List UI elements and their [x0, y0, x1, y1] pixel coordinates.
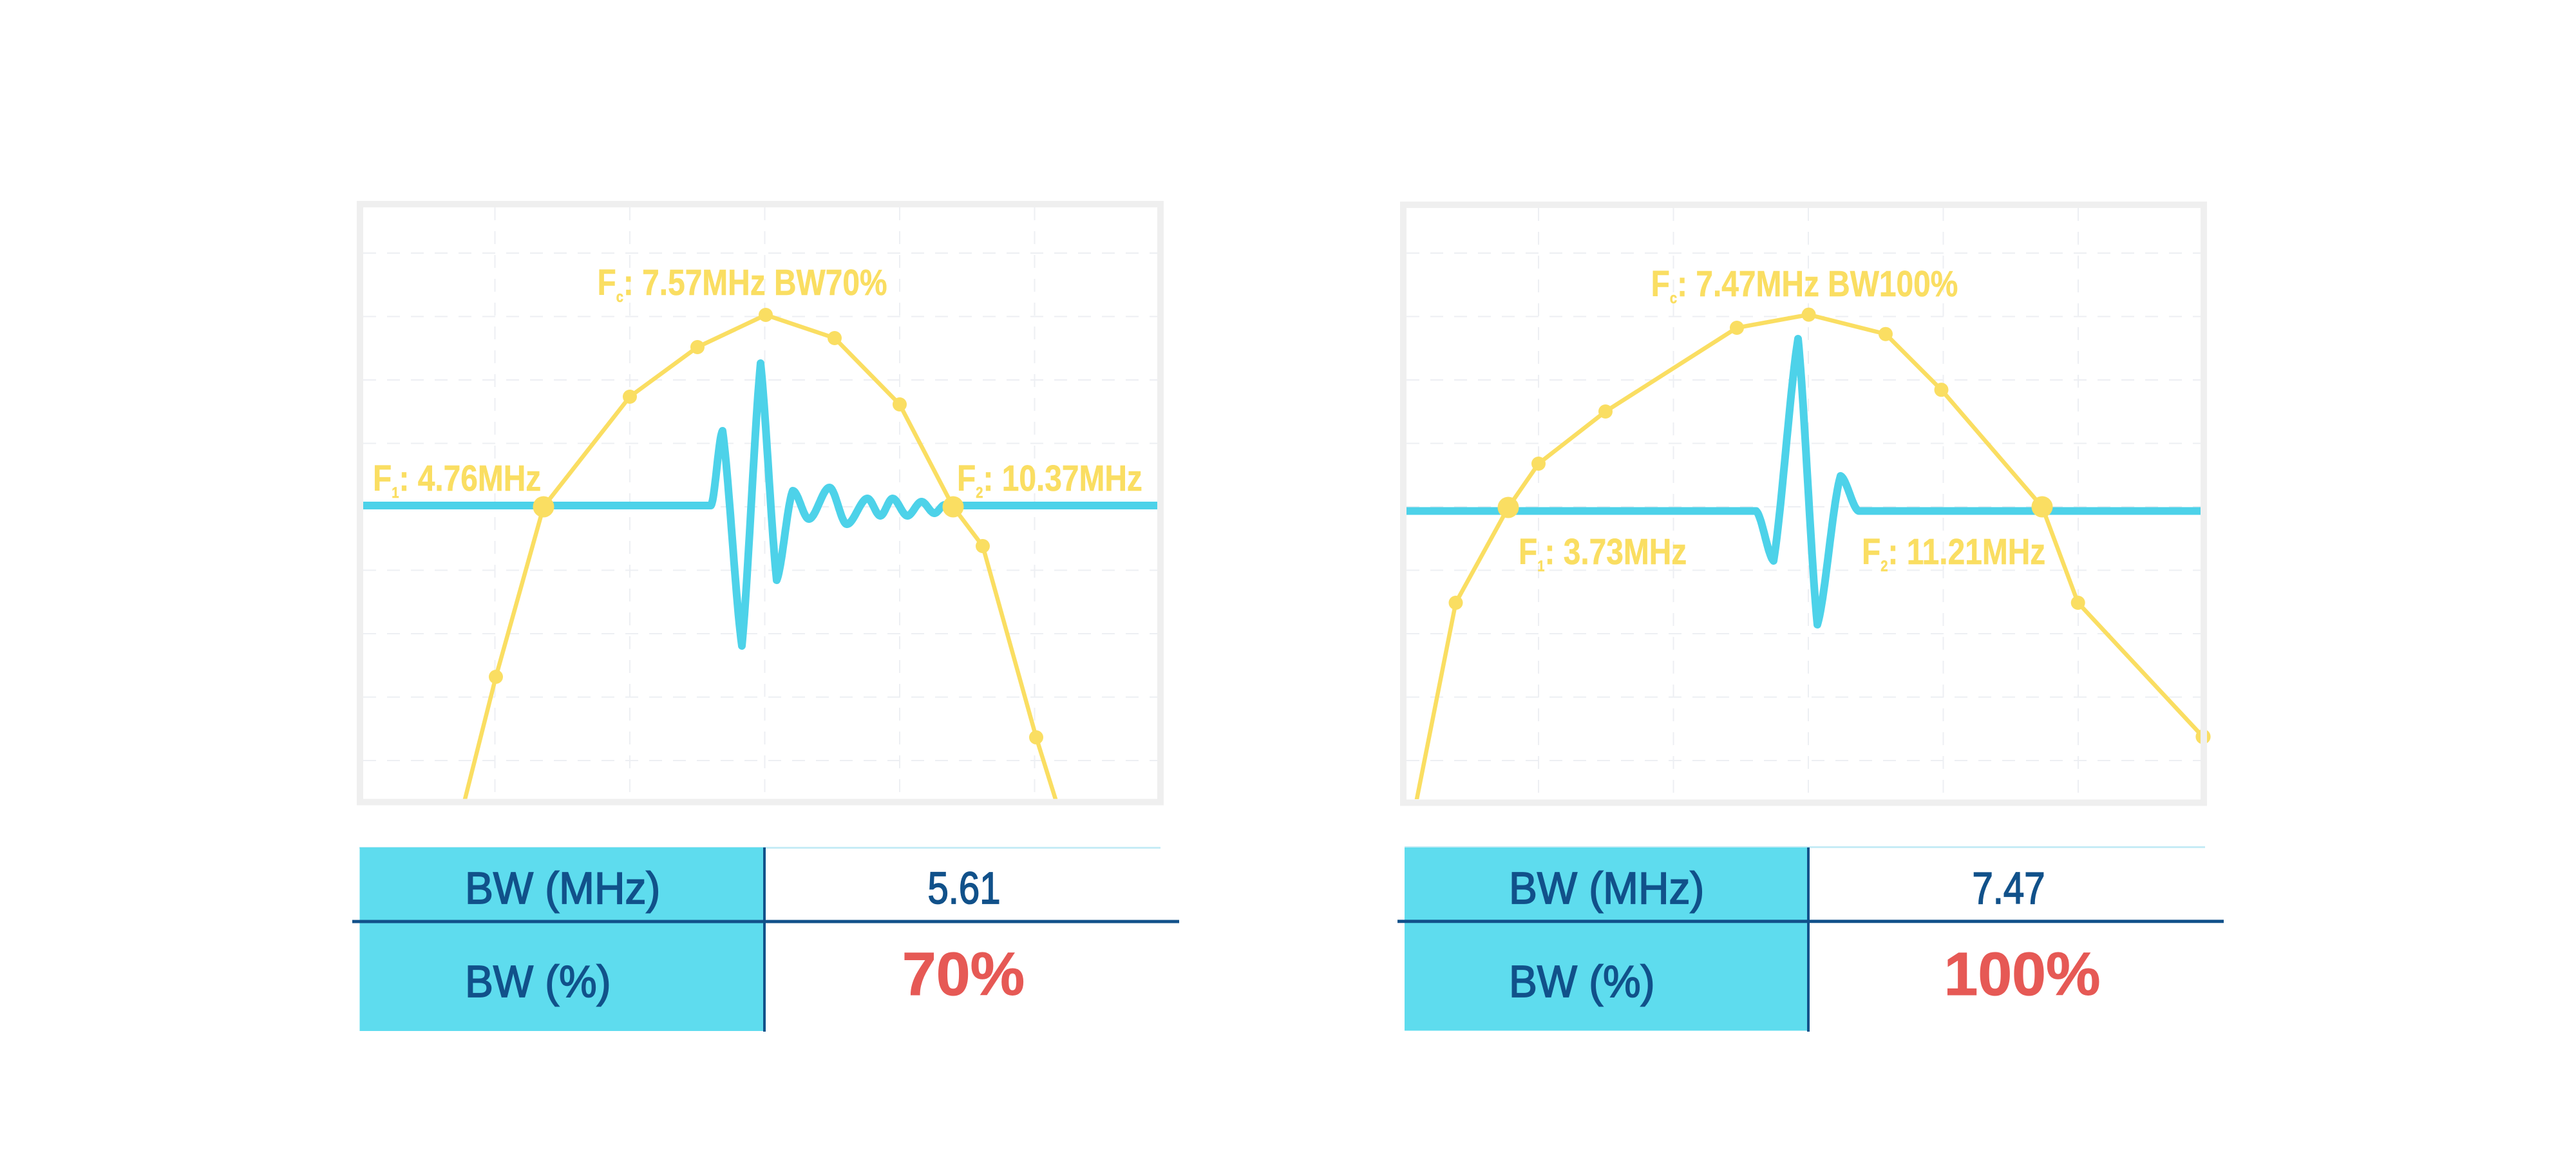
- svg-text:70%: 70%: [902, 940, 1025, 1008]
- svg-text:5.61: 5.61: [927, 863, 1000, 913]
- svg-text:BW (MHz): BW (MHz): [465, 864, 660, 913]
- svg-text:100%: 100%: [1944, 940, 2101, 1008]
- svg-text:F1: 3.73MHz: F1: 3.73MHz: [1519, 531, 1687, 574]
- svg-text:BW (MHz): BW (MHz): [1509, 864, 1704, 913]
- svg-text:F1: 4.76MHz: F1: 4.76MHz: [373, 458, 541, 501]
- svg-text:Fc: 7.57MHz BW70%: Fc: 7.57MHz BW70%: [597, 262, 887, 305]
- svg-text:F2: 10.37MHz: F2: 10.37MHz: [957, 458, 1142, 501]
- svg-text:F2: 11.21MHz: F2: 11.21MHz: [1862, 531, 2045, 574]
- svg-text:BW (%): BW (%): [465, 957, 611, 1007]
- svg-text:Fc: 7.47MHz BW100%: Fc: 7.47MHz BW100%: [1651, 263, 1958, 307]
- svg-text:7.47: 7.47: [1972, 863, 2045, 913]
- svg-text:BW (%): BW (%): [1509, 957, 1655, 1007]
